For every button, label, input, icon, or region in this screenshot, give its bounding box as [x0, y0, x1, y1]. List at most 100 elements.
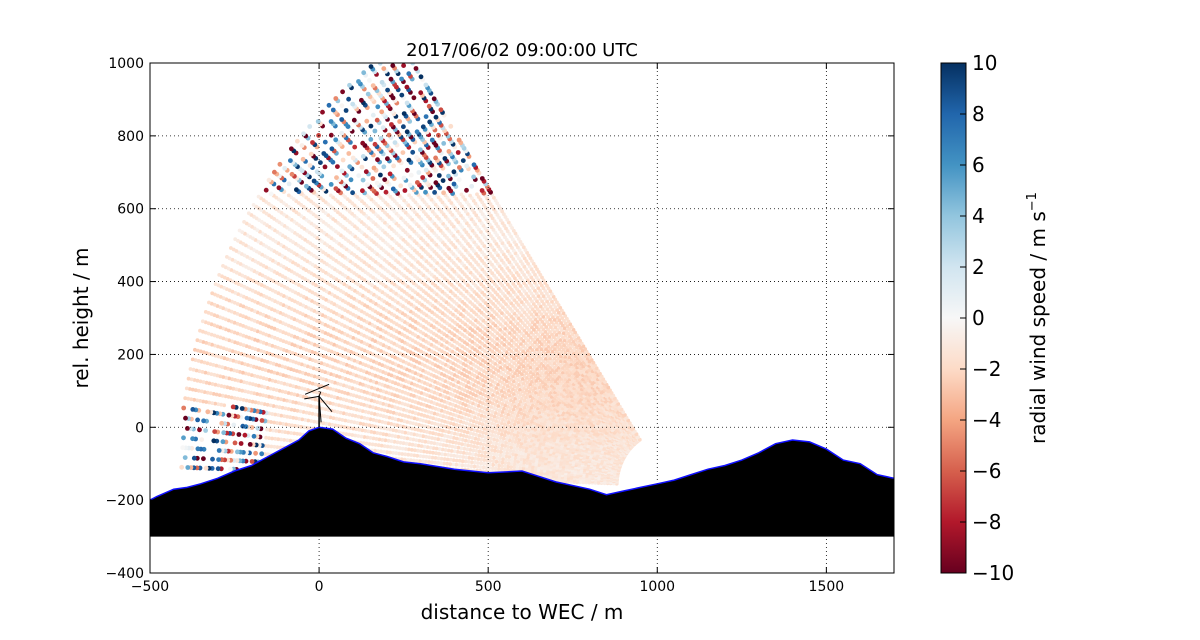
scan-point: [502, 447, 507, 452]
scan-point: [328, 386, 333, 391]
scan-point: [408, 420, 413, 425]
scan-point: [448, 421, 453, 426]
scan-point: [403, 452, 408, 457]
scan-point: [394, 411, 399, 416]
scan-point: [277, 405, 282, 410]
scan-point: [311, 404, 316, 409]
scan-point: [487, 444, 492, 448]
scan-point: [383, 420, 388, 425]
scan-point: [350, 399, 355, 404]
scan-point: [216, 448, 222, 453]
scan-point: [457, 463, 462, 467]
scan-point: [386, 421, 391, 426]
scan-point: [301, 394, 306, 399]
scan-point: [412, 416, 417, 421]
scan-point: [478, 445, 482, 450]
scan-point: [282, 165, 288, 171]
scan-point: [525, 458, 530, 463]
scan-point: [357, 408, 362, 413]
scan-point: [409, 415, 414, 420]
scan-point: [388, 450, 392, 455]
scan-point: [476, 437, 481, 442]
scan-point: [429, 440, 434, 445]
scan-point: [228, 386, 233, 390]
scan-point: [224, 375, 229, 380]
scan-point: [242, 380, 246, 384]
scan-point: [334, 416, 339, 421]
scan-point: [186, 396, 191, 401]
scan-point: [396, 434, 401, 439]
scan-point: [507, 438, 512, 443]
scan-point: [410, 448, 414, 452]
scan-point: [240, 388, 245, 393]
scan-point: [391, 445, 396, 450]
scan-point: [452, 449, 457, 454]
scan-point: [482, 458, 487, 462]
scan-point: [469, 427, 474, 432]
scan-point: [221, 430, 227, 436]
scan-point: [413, 448, 417, 453]
scan-point: [195, 338, 200, 343]
scan-point: [409, 431, 414, 436]
scan-point: [500, 443, 505, 448]
scan-point: [437, 447, 442, 451]
scan-point: [475, 429, 480, 433]
scan-point: [419, 444, 424, 448]
scan-point: [242, 220, 247, 224]
scan-point: [511, 452, 515, 457]
scan-point: [279, 413, 284, 418]
scan-point: [434, 446, 439, 451]
scan-point: [264, 394, 268, 398]
scan-point: [289, 431, 293, 435]
scan-point: [253, 400, 258, 405]
scan-point: [375, 412, 380, 417]
scan-point: [454, 458, 459, 463]
scan-point: [433, 421, 437, 426]
scan-point: [282, 381, 287, 386]
scan-point: [493, 445, 498, 450]
scan-point: [289, 171, 295, 177]
scan-point: [399, 418, 404, 423]
scan-point: [527, 467, 532, 471]
scan-point: [192, 397, 197, 402]
scan-point: [490, 466, 495, 471]
scan-point: [355, 421, 360, 425]
scan-point: [247, 442, 253, 447]
scan-point: [385, 444, 390, 449]
scan-point: [266, 444, 271, 449]
scan-point: [525, 455, 530, 460]
scan-point: [320, 406, 325, 411]
scan-point: [403, 430, 408, 435]
scan-point: [406, 414, 411, 419]
scan-point: [209, 372, 214, 376]
scan-point: [454, 436, 459, 441]
scan-point: [506, 444, 510, 449]
scan-point: [456, 445, 461, 450]
scan-point: [347, 399, 352, 403]
scan-point: [215, 373, 220, 378]
scan-point: [445, 461, 450, 466]
scan-point: [333, 423, 338, 428]
scan-point: [414, 422, 418, 426]
scan-point: [246, 390, 251, 394]
scan-point: [380, 438, 385, 442]
scan-point: [357, 427, 362, 432]
scan-point: [204, 400, 209, 404]
scan-point: [448, 462, 453, 466]
scan-point: [390, 433, 395, 438]
scan-point: [408, 458, 413, 463]
scan-point: [211, 392, 216, 396]
scan-point: [495, 438, 499, 443]
scan-point: [362, 416, 367, 420]
scan-point: [238, 397, 243, 402]
scan-point: [201, 380, 206, 384]
scan-point: [307, 411, 312, 416]
scan-point: [181, 435, 186, 441]
scan-point: [292, 431, 297, 436]
scan-point: [362, 435, 367, 439]
scan-point: [381, 432, 386, 436]
scan-point: [500, 464, 504, 468]
scan-point: [468, 448, 473, 452]
scan-point: [294, 385, 298, 389]
scan-point: [330, 422, 335, 427]
